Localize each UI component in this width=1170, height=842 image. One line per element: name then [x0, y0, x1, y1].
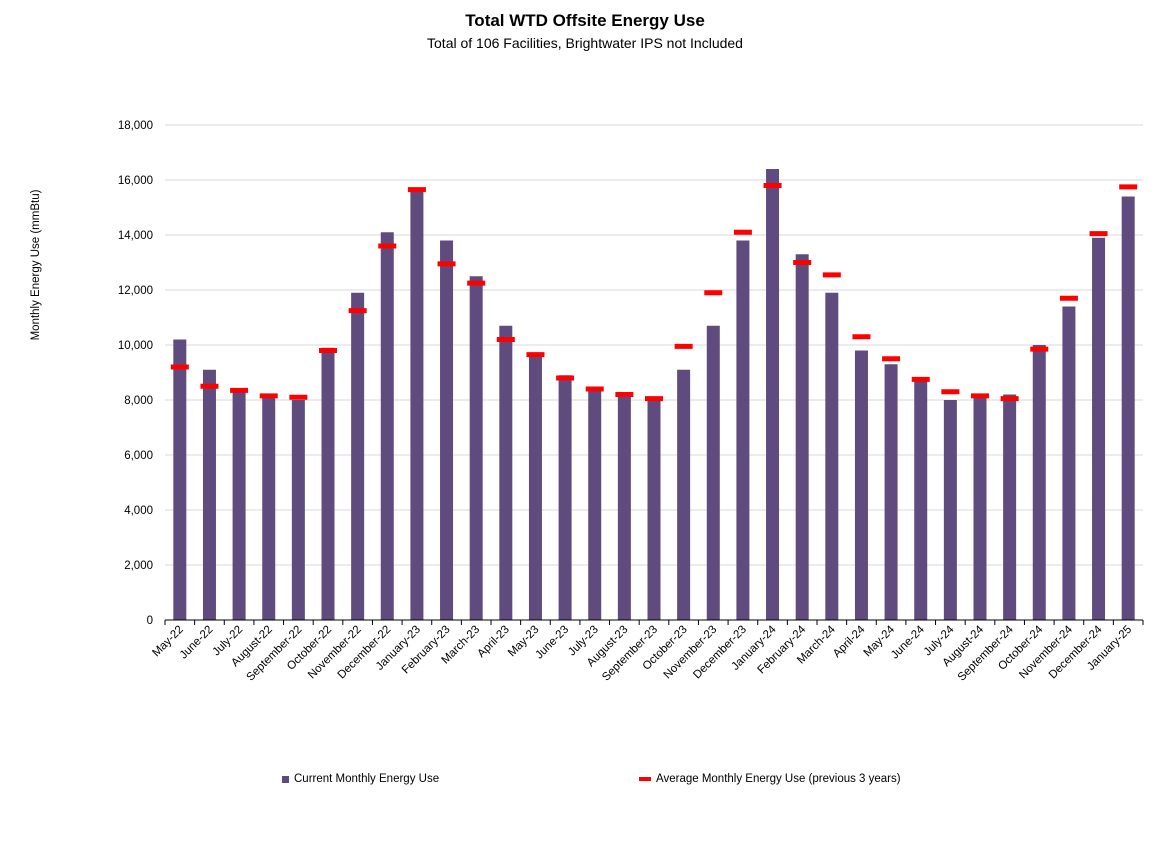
average-marker [733, 229, 752, 235]
y-axis-label: Monthly Energy Use (mmBtu) [30, 189, 42, 340]
bar [321, 347, 335, 620]
average-marker [971, 393, 989, 399]
legend-label-current: Current Monthly Energy Use [294, 773, 440, 785]
legend-dash-swatch [639, 777, 651, 781]
bar [173, 339, 187, 620]
y-tick-label: 6,000 [124, 450, 153, 462]
bar [528, 356, 542, 620]
x-tick-label: June-22 [178, 624, 216, 662]
y-tick-label: 18,000 [118, 120, 153, 132]
x-tick-label: April-24 [831, 623, 868, 660]
legend-item-average: Average Monthly Energy Use (previous 3 y… [639, 773, 901, 785]
average-marker [585, 386, 604, 392]
average-marker [437, 261, 456, 267]
x-tick-label: June-24 [889, 623, 927, 661]
bar [706, 325, 720, 620]
bar [736, 240, 750, 620]
bar [262, 397, 276, 620]
average-marker [674, 343, 693, 349]
bar [795, 254, 809, 620]
bar [647, 400, 661, 620]
bar [380, 232, 394, 620]
average-marker [704, 290, 723, 296]
average-marker [763, 183, 782, 188]
bar [677, 369, 691, 620]
bar [973, 397, 987, 620]
y-tick-label: 14,000 [118, 230, 153, 242]
average-marker [378, 243, 397, 249]
bar [469, 276, 483, 620]
average-marker [615, 392, 634, 397]
legend-bar-swatch [282, 775, 289, 783]
bar [202, 369, 216, 620]
bar [914, 378, 928, 620]
bar [440, 240, 454, 620]
average-marker [170, 364, 189, 370]
y-tick-label: 10,000 [118, 340, 153, 352]
average-marker [1119, 184, 1138, 190]
bar [854, 350, 868, 620]
bar [825, 292, 839, 620]
average-marker [407, 187, 426, 193]
bars [173, 169, 1135, 620]
x-tick-label: June-23 [533, 624, 571, 662]
average-marker [496, 337, 515, 342]
average-marker [822, 272, 841, 278]
bar [232, 391, 246, 620]
bar [558, 375, 572, 620]
bar [884, 364, 898, 620]
bar [1032, 345, 1046, 620]
chart-subtitle: Total of 106 Facilities, Brightwater IPS… [427, 35, 743, 51]
average-marker [911, 376, 930, 382]
average-marker [289, 394, 308, 400]
average-marker [852, 334, 871, 340]
average-marker [941, 389, 960, 395]
average-marker [1059, 295, 1078, 301]
average-marker [793, 260, 812, 265]
average-markers [170, 183, 1138, 402]
average-marker [1089, 231, 1108, 237]
average-marker [319, 348, 337, 353]
x-tick-labels: May-22June-22July-22August-22September-2… [150, 620, 1144, 684]
average-marker [230, 387, 249, 393]
y-tick-label: 8,000 [124, 395, 153, 407]
y-tick-label: 0 [147, 615, 153, 627]
average-marker [1000, 396, 1019, 402]
bar [766, 169, 780, 620]
x-tick-label: April-23 [475, 624, 512, 661]
bar [943, 400, 957, 620]
average-marker [348, 308, 367, 314]
bar [617, 394, 631, 620]
bar [588, 389, 602, 620]
bar [410, 188, 424, 620]
y-tick-label: 16,000 [118, 175, 153, 187]
bar [351, 292, 365, 620]
average-marker [259, 393, 278, 399]
legend-label-average: Average Monthly Energy Use (previous 3 y… [656, 773, 901, 785]
chart-title: Total WTD Offsite Energy Use [465, 11, 705, 30]
bar [291, 400, 305, 620]
average-marker [200, 383, 219, 389]
bar-chart: 0 2,000 4,000 6,000 8,000 10,000 12,000 14,000 1… [30, 120, 1144, 684]
average-marker [645, 396, 663, 402]
y-tick-labels: 0 2,000 4,000 6,000 8,000 10,000 12,000 14,000 1… [118, 120, 153, 627]
bar [1062, 306, 1076, 620]
average-marker [882, 356, 901, 362]
bar [1121, 196, 1135, 620]
average-marker [556, 375, 575, 381]
bar [1003, 394, 1017, 620]
bar [499, 325, 513, 620]
y-tick-label: 12,000 [118, 285, 153, 297]
y-tick-label: 2,000 [124, 560, 153, 572]
average-marker [526, 352, 545, 358]
legend-item-current: Current Monthly Energy Use [282, 773, 439, 785]
bar [1092, 237, 1106, 620]
average-marker [1030, 346, 1049, 352]
average-marker [467, 280, 486, 286]
y-tick-label: 4,000 [124, 505, 153, 517]
